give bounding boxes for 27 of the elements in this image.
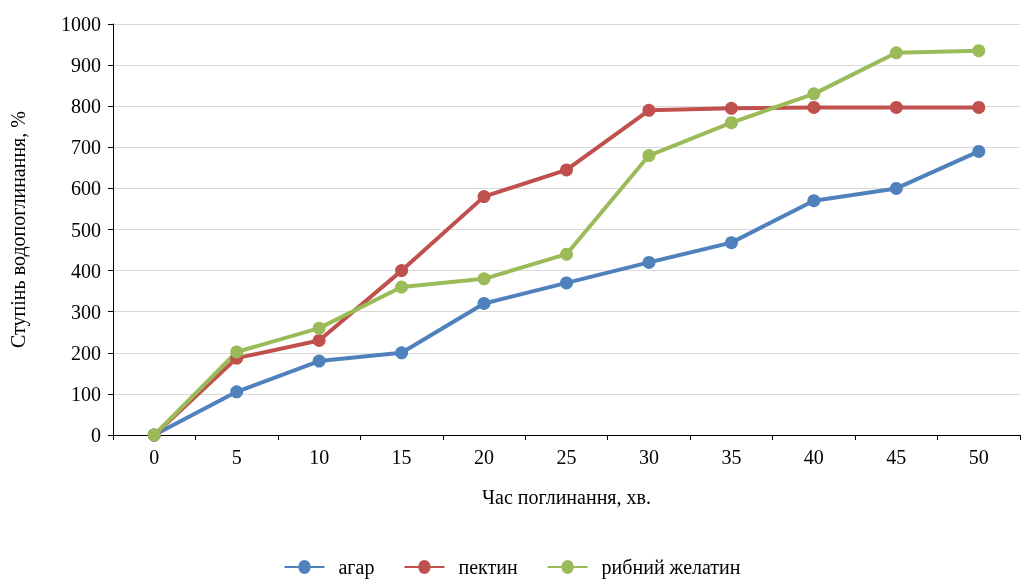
x-tick-label: 50 (968, 446, 989, 468)
y-tick-label: 800 (71, 95, 101, 118)
y-tick-label: 300 (71, 300, 101, 323)
legend-label: рибний желатин (601, 556, 741, 579)
y-tick-label: 1000 (61, 13, 101, 35)
y-tick-label: 700 (71, 136, 101, 159)
x-tick-label: 40 (803, 446, 824, 468)
x-tick-label: 30 (638, 446, 659, 468)
x-tick-label: 20 (474, 446, 495, 468)
y-tick-label: 900 (71, 54, 101, 77)
y-tick-label: 100 (71, 382, 101, 405)
x-tick-label: 15 (391, 446, 412, 468)
x-tick-label: 5 (231, 446, 242, 468)
y-tick-label: 400 (71, 259, 101, 282)
y-tick-label: 600 (71, 177, 101, 200)
y-tick-label: 500 (71, 218, 101, 241)
y-axis-title: Ступінь водопоглинання, % (7, 111, 30, 348)
legend-label: агар (338, 556, 375, 579)
x-tick-label: 0 (149, 446, 160, 468)
x-tick-label: 10 (309, 446, 330, 468)
y-tick-label: 0 (91, 424, 101, 446)
x-tick-label: 45 (886, 446, 907, 468)
legend-label: пектин (458, 556, 518, 578)
y-tick-label: 200 (71, 341, 101, 364)
x-axis-title: Час поглинання, хв. (482, 486, 651, 508)
x-tick-label: 25 (556, 446, 577, 468)
x-tick-label: 35 (721, 446, 742, 468)
